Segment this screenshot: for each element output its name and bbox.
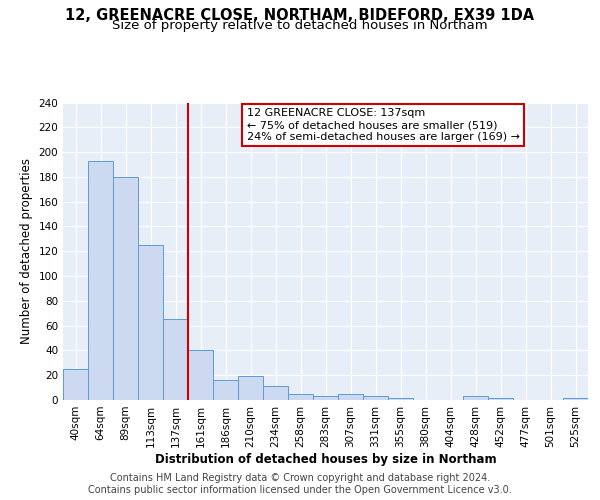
Bar xyxy=(188,350,213,400)
Bar xyxy=(563,398,588,400)
Bar xyxy=(213,380,238,400)
Text: 12 GREENACRE CLOSE: 137sqm
← 75% of detached houses are smaller (519)
24% of sem: 12 GREENACRE CLOSE: 137sqm ← 75% of deta… xyxy=(247,108,520,142)
Text: Size of property relative to detached houses in Northam: Size of property relative to detached ho… xyxy=(112,19,488,32)
Text: 12, GREENACRE CLOSE, NORTHAM, BIDEFORD, EX39 1DA: 12, GREENACRE CLOSE, NORTHAM, BIDEFORD, … xyxy=(65,8,535,22)
Bar xyxy=(263,386,288,400)
Bar xyxy=(113,177,138,400)
Text: Contains HM Land Registry data © Crown copyright and database right 2024.
Contai: Contains HM Land Registry data © Crown c… xyxy=(88,474,512,495)
Bar xyxy=(363,396,388,400)
Bar xyxy=(138,245,163,400)
Bar xyxy=(338,394,363,400)
X-axis label: Distribution of detached houses by size in Northam: Distribution of detached houses by size … xyxy=(155,452,496,466)
Bar xyxy=(88,161,113,400)
Bar xyxy=(288,394,313,400)
Bar xyxy=(488,398,513,400)
Bar xyxy=(463,396,488,400)
Bar xyxy=(313,396,338,400)
Bar xyxy=(388,398,413,400)
Bar xyxy=(63,369,88,400)
Bar xyxy=(163,320,188,400)
Bar xyxy=(238,376,263,400)
Y-axis label: Number of detached properties: Number of detached properties xyxy=(20,158,33,344)
